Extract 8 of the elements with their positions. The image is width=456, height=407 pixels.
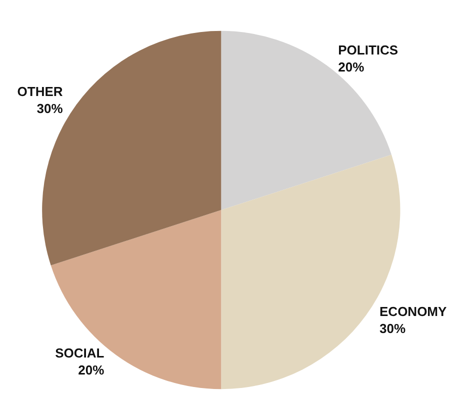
data-label: 30% bbox=[380, 320, 406, 336]
data-label: 30% bbox=[36, 101, 64, 116]
data-label: 20% bbox=[78, 362, 105, 378]
slice-label: POLITICS bbox=[338, 42, 398, 58]
slice-label: ECONOMY bbox=[380, 304, 448, 319]
data-label: 20% bbox=[338, 60, 365, 75]
slice-label: OTHER bbox=[17, 84, 64, 100]
slice-label: SOCIAL bbox=[55, 345, 104, 360]
